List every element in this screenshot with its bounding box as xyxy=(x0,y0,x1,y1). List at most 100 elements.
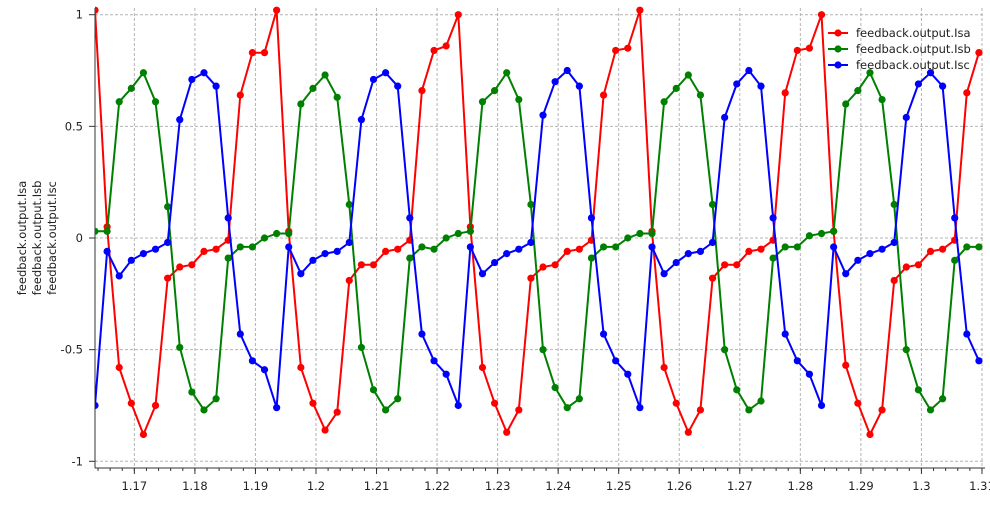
series-point xyxy=(975,49,983,57)
series-point xyxy=(805,44,814,52)
series-point xyxy=(260,49,269,57)
series-point xyxy=(914,386,923,394)
series-point xyxy=(805,370,814,378)
series-point xyxy=(273,6,281,14)
series-point xyxy=(176,343,184,352)
series-point xyxy=(696,247,705,255)
series-point xyxy=(369,75,378,84)
series-point xyxy=(721,261,729,269)
series-point xyxy=(708,238,717,247)
series-point xyxy=(951,214,959,222)
series-point xyxy=(563,404,571,412)
series-point xyxy=(745,406,753,414)
series-point xyxy=(672,258,680,267)
series-point xyxy=(503,250,511,258)
series-point xyxy=(127,84,135,92)
x-tick-label: 1.3 xyxy=(912,479,930,493)
series-point xyxy=(333,247,341,255)
series-point xyxy=(878,245,886,253)
series-point xyxy=(708,200,717,209)
series-point xyxy=(115,98,123,106)
series-point xyxy=(224,254,232,262)
series-point xyxy=(636,229,644,238)
series-point xyxy=(297,270,305,278)
series-point xyxy=(902,346,910,354)
x-tick-label: 1.28 xyxy=(788,479,814,493)
series-point xyxy=(672,84,680,92)
series-point xyxy=(696,406,705,414)
series-point xyxy=(176,116,184,124)
y-tick-label: -0.5 xyxy=(61,343,83,357)
series-point xyxy=(260,366,269,374)
series-point xyxy=(515,245,523,253)
series-point xyxy=(733,386,741,394)
y-axis-label-line-2: feedback.output.Isb xyxy=(30,181,44,296)
series-point xyxy=(418,330,426,338)
series-point xyxy=(745,247,753,255)
series-point xyxy=(793,46,801,55)
x-tick-label: 1.18 xyxy=(182,479,208,493)
series-point xyxy=(151,245,160,253)
series-point xyxy=(781,330,789,338)
axes: 1.17 1.18 1.19 1.2 1.21 1.22 1.23 1.24 1.25 1.26 1… xyxy=(61,8,990,493)
x-tick-label: 1.25 xyxy=(606,479,632,493)
x-tick-label: 1.31 xyxy=(969,479,990,493)
series-point xyxy=(866,250,874,258)
series-point xyxy=(817,229,826,238)
series-point xyxy=(587,254,596,262)
series-point xyxy=(127,256,135,264)
series-point xyxy=(503,69,511,77)
series-point xyxy=(151,401,160,410)
series-point xyxy=(212,395,220,403)
series-point xyxy=(321,250,329,258)
series-point xyxy=(745,66,753,75)
x-tick-label: 1.21 xyxy=(364,479,390,493)
series-point xyxy=(830,227,838,235)
series-point xyxy=(212,82,220,90)
series-point xyxy=(902,263,910,271)
series-point xyxy=(466,227,474,235)
series-point xyxy=(757,245,765,253)
x-tick-label: 1.24 xyxy=(545,479,571,493)
series-point xyxy=(382,69,390,77)
series-point xyxy=(95,6,99,14)
series-point xyxy=(878,406,886,414)
series-point xyxy=(224,214,232,222)
series-point xyxy=(418,243,426,251)
plot-area xyxy=(95,6,983,439)
series-point xyxy=(575,82,583,90)
series-point xyxy=(95,401,99,410)
series-point xyxy=(781,243,789,251)
series-point xyxy=(200,406,208,414)
series-point xyxy=(721,346,729,354)
series-point xyxy=(418,87,426,95)
series-point xyxy=(660,363,668,372)
series-point xyxy=(200,69,208,77)
series-point xyxy=(442,234,450,242)
series-point xyxy=(527,238,535,247)
legend-swatch-marker xyxy=(834,45,842,53)
series-point xyxy=(975,357,983,365)
series-point xyxy=(248,243,257,251)
series-point xyxy=(357,116,365,124)
series-point xyxy=(551,261,559,269)
series-point xyxy=(212,245,220,253)
series-point xyxy=(478,363,487,372)
series-point xyxy=(902,113,910,122)
legend-label: feedback.output.Isc xyxy=(856,58,970,72)
series-point xyxy=(430,357,438,365)
series-point xyxy=(721,113,729,122)
series-point xyxy=(599,243,608,251)
series-point xyxy=(842,100,850,108)
x-tick-label: 1.19 xyxy=(243,479,269,493)
series-point xyxy=(406,214,414,222)
series-point xyxy=(854,399,862,407)
series-point xyxy=(515,406,523,414)
series-point xyxy=(539,263,547,271)
series-point xyxy=(188,261,196,269)
series-point xyxy=(297,100,305,108)
series-point xyxy=(490,399,499,407)
series-point xyxy=(333,408,341,416)
legend-swatch-marker xyxy=(834,29,842,37)
